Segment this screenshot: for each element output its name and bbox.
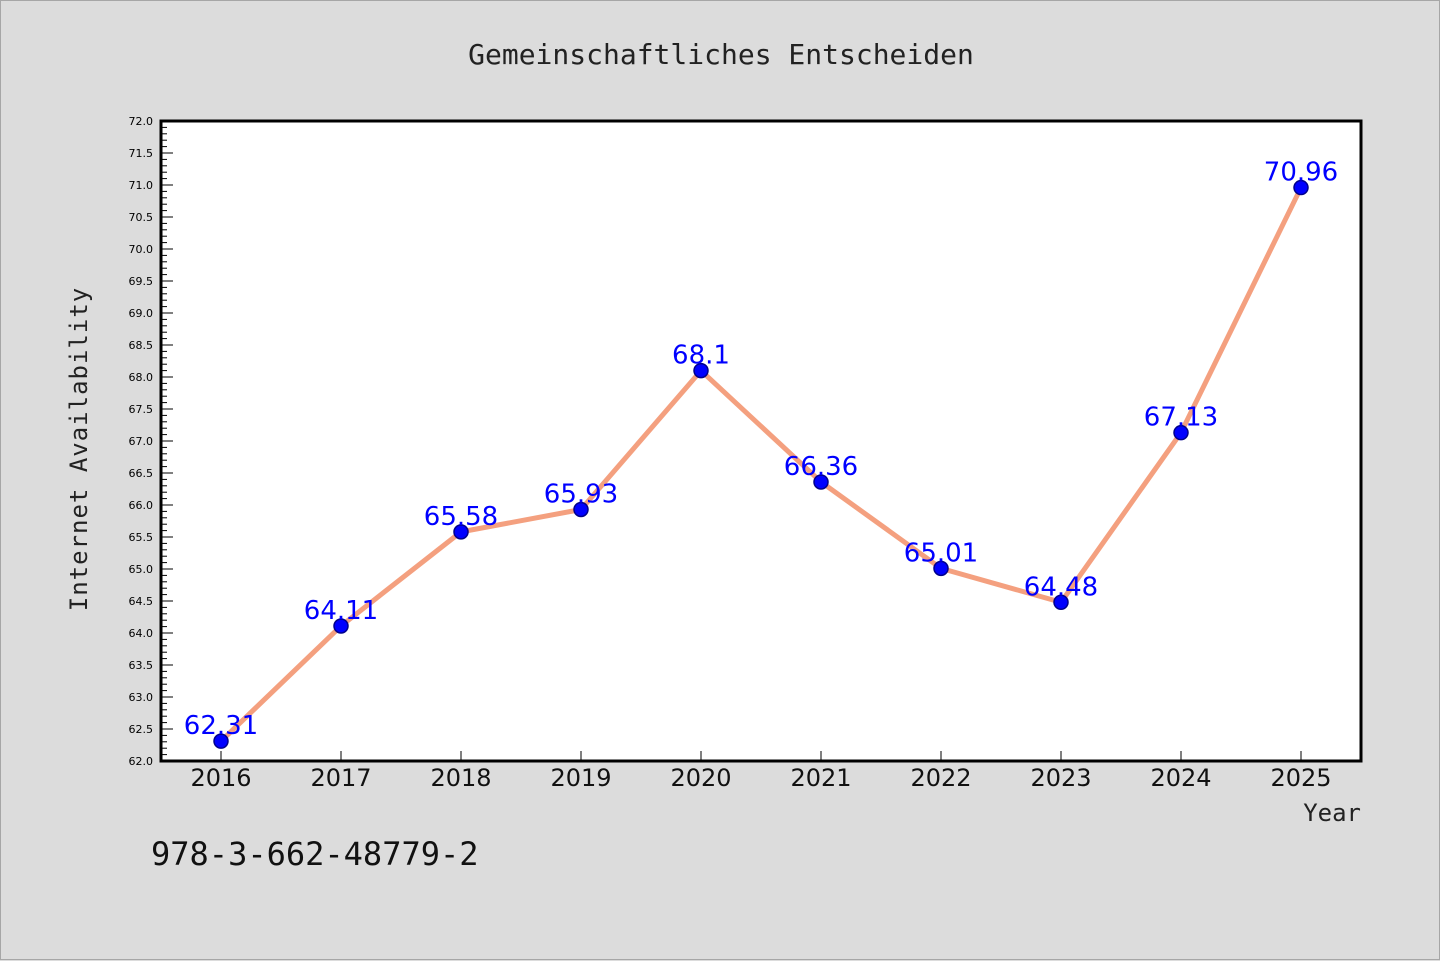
data-point [213, 733, 229, 749]
x-axis-ticks: 2016 2017 2018 2019 2020 2021 2022 2023 2024 2025 [190, 751, 1332, 792]
y-tick-label: 68.5 [129, 339, 154, 352]
data-point [1173, 424, 1189, 441]
y-tick-label: 67.5 [129, 403, 154, 416]
y-axis-label: Internet Availability [65, 287, 93, 611]
y-tick-label: 68.0 [129, 371, 154, 384]
y-tick-label: 63.5 [129, 659, 154, 672]
data-point [933, 560, 949, 577]
y-tick-label: 66.5 [129, 467, 154, 480]
data-point [693, 362, 709, 379]
y-axis-ticks: 62.0 62.5 63.0 63.5 64.0 64.5 65.0 65.5 66.0 66.5… [129, 115, 173, 768]
data-label: 65.58 [424, 502, 498, 532]
x-tick-label: 2016 [190, 764, 251, 792]
y-tick-label: 71.0 [129, 179, 154, 192]
data-point [333, 618, 349, 634]
x-tick-label: 2022 [910, 764, 971, 792]
x-axis-label: Year [1303, 799, 1361, 827]
data-label: 64.11 [304, 596, 378, 626]
series-layer: 62.31 64.11 65.58 65.93 68.1 66.36 65.01 64.48 6… [184, 158, 1338, 749]
plot-area [159, 119, 1363, 763]
y-tick-label: 64.5 [129, 595, 154, 608]
y-tick-label: 66.0 [129, 499, 154, 512]
y-tick-label: 64.0 [129, 627, 154, 640]
chart-title: Gemeinschaftliches Entscheiden [468, 38, 974, 71]
y-tick-label: 69.0 [129, 307, 154, 320]
y-tick-label: 67.0 [129, 435, 154, 448]
y-tick-label: 71.5 [129, 147, 154, 160]
y-tick-label: 65.5 [129, 531, 154, 544]
y-tick-label: 62.0 [129, 755, 154, 768]
data-label: 66.36 [784, 452, 858, 482]
data-label: 62.31 [184, 711, 258, 741]
data-point [1053, 594, 1069, 611]
y-tick-label: 72.0 [129, 115, 154, 128]
data-label: 70.96 [1264, 158, 1338, 188]
x-tick-label: 2018 [430, 764, 491, 792]
x-tick-label: 2019 [550, 764, 611, 792]
data-label: 64.48 [1024, 572, 1098, 602]
data-point [1293, 179, 1309, 196]
y-tick-label: 65.0 [129, 563, 154, 576]
x-tick-label: 2025 [1270, 764, 1331, 792]
data-label: 65.01 [904, 538, 978, 568]
y-tick-label: 70.5 [129, 211, 154, 224]
y-tick-label: 69.5 [129, 275, 154, 288]
x-tick-label: 2024 [1150, 764, 1211, 792]
data-point [573, 501, 589, 518]
data-label: 68.1 [672, 341, 730, 371]
x-tick-label: 2021 [790, 764, 851, 792]
x-tick-label: 2017 [310, 764, 371, 792]
data-label: 67.13 [1144, 403, 1218, 433]
y-tick-label: 70.0 [129, 243, 154, 256]
y-tick-label: 62.5 [129, 723, 154, 736]
isbn-annotation: 978-3-662-48779-2 [151, 835, 479, 873]
data-point [813, 474, 829, 490]
series-line [218, 185, 1304, 744]
data-label: 65.93 [544, 479, 618, 509]
x-tick-label: 2020 [670, 764, 731, 792]
x-tick-label: 2023 [1030, 764, 1091, 792]
y-tick-label: 63.0 [129, 691, 154, 704]
data-point [453, 524, 469, 540]
